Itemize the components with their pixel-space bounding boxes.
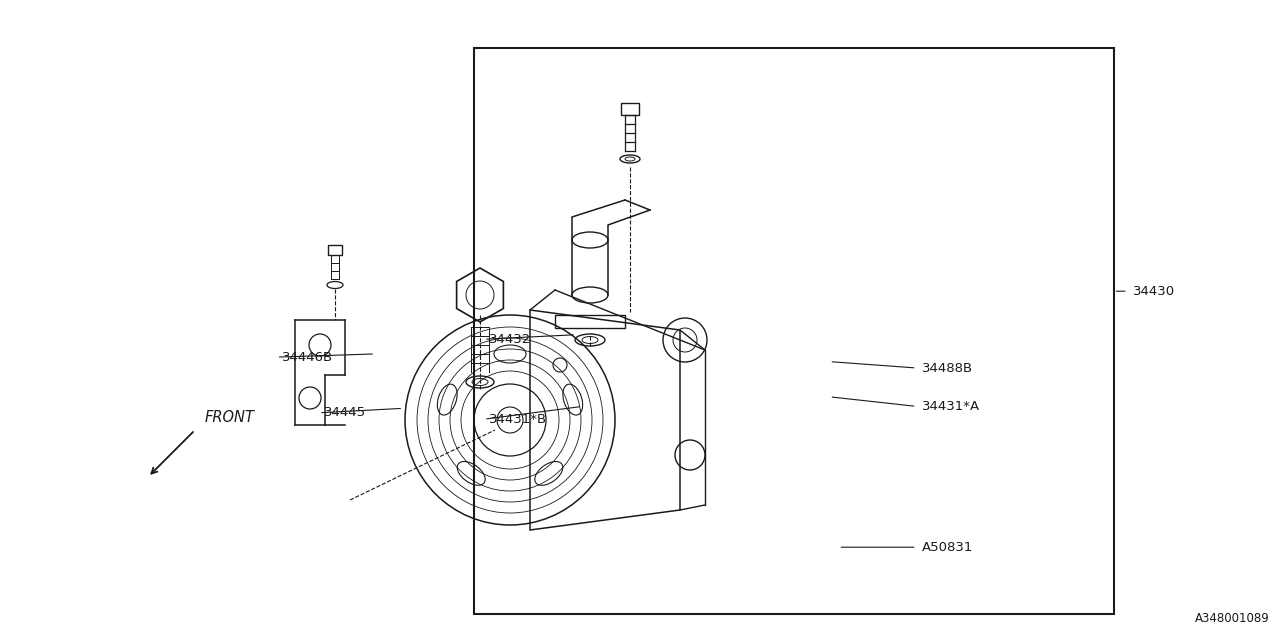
Text: 34430: 34430 bbox=[1133, 285, 1175, 298]
Text: A348001089: A348001089 bbox=[1196, 612, 1270, 625]
Text: 34431*A: 34431*A bbox=[922, 400, 979, 413]
Text: A50831: A50831 bbox=[922, 541, 973, 554]
Text: FRONT: FRONT bbox=[205, 410, 255, 425]
Text: 34446B: 34446B bbox=[282, 351, 333, 364]
Text: 34432: 34432 bbox=[489, 333, 531, 346]
Text: 34431*B: 34431*B bbox=[489, 413, 547, 426]
Text: 34445: 34445 bbox=[324, 406, 366, 419]
Text: 34488B: 34488B bbox=[922, 362, 973, 374]
Bar bbox=[328, 245, 342, 255]
Bar bbox=[621, 103, 639, 115]
Bar bbox=[474, 48, 1114, 614]
